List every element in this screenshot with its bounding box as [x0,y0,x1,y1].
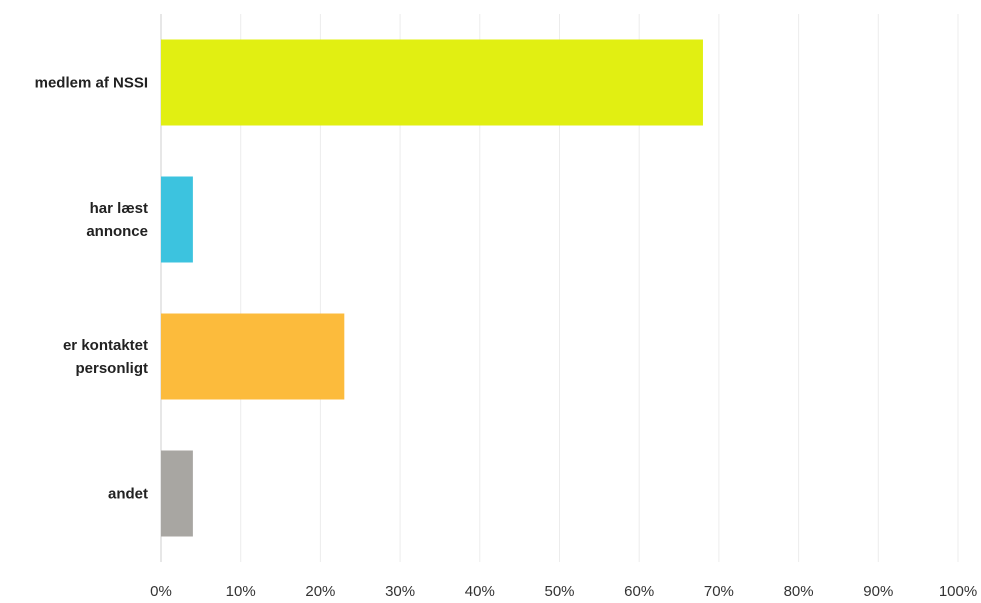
x-tick-label: 100% [939,583,977,600]
x-tick-label: 80% [784,583,814,600]
bar [161,313,345,400]
category-label-line: har læst [90,200,148,217]
bars [161,39,703,537]
x-tick-label: 0% [150,583,172,600]
category-label: er kontaktet personligt [63,337,148,377]
category-label-line: annonce [86,223,148,240]
category-label-line: andet [108,486,148,503]
bar [161,39,703,126]
category-label-line: er kontaktet [63,337,148,354]
category-label: har læst annonce [86,200,148,240]
category-label-line: personligt [75,360,148,377]
x-tick-label: 70% [704,583,734,600]
bar [161,176,193,263]
x-tick-label: 60% [624,583,654,600]
x-axis-tick-labels: 0% 10% 20% 30% 40% 50% 60% 70% 80% 90% 100% [150,583,977,600]
x-tick-label: 90% [863,583,893,600]
bar [161,450,193,537]
x-tick-label: 10% [226,583,256,600]
category-label: andet [108,486,148,503]
category-labels: medlem af NSSI har læst annonce er kontakte… [35,75,148,503]
x-tick-label: 50% [544,583,574,600]
category-label-line: medlem af NSSI [35,75,148,92]
category-label: medlem af NSSI [35,75,148,92]
x-tick-label: 40% [465,583,495,600]
x-tick-label: 20% [305,583,335,600]
x-tick-label: 30% [385,583,415,600]
